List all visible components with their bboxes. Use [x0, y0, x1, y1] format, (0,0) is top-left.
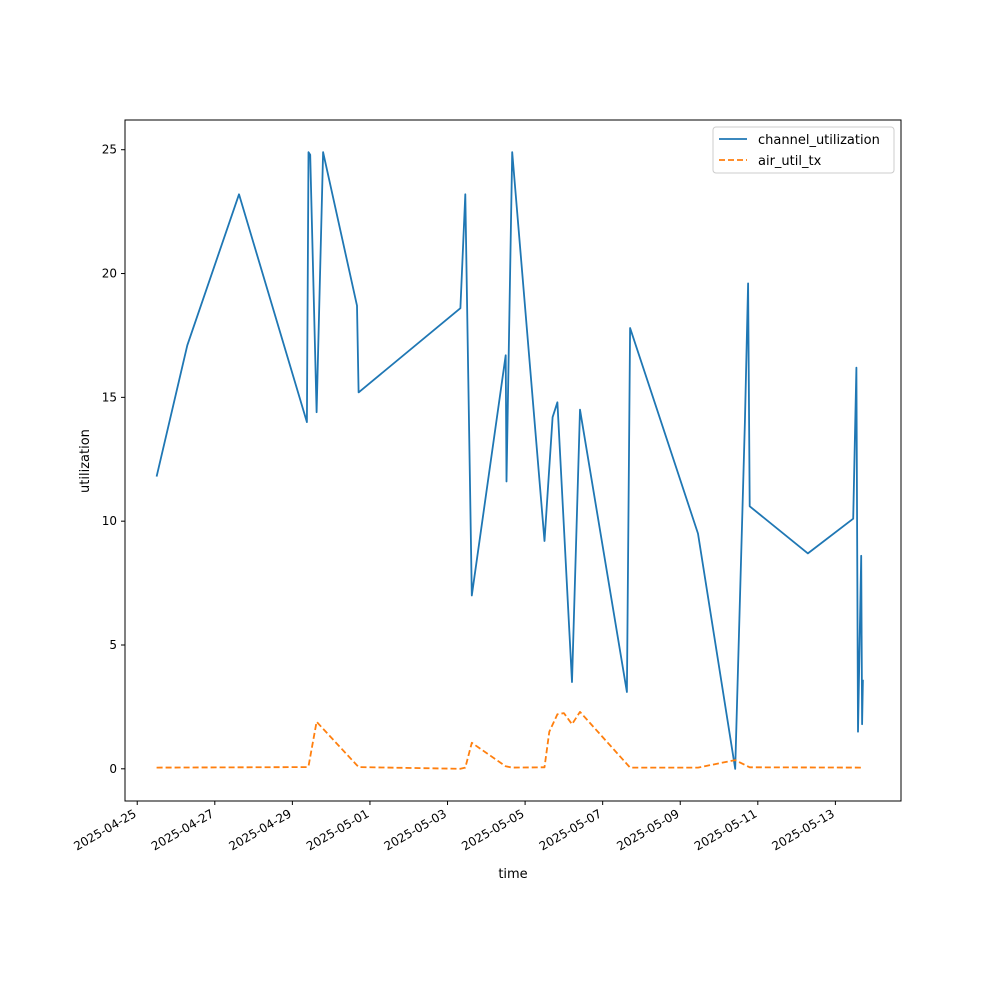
series-layer: [155, 151, 864, 770]
series-line-channel-utilization: [155, 151, 864, 770]
y-axis-ticks: 0 5 10 15 20 25: [102, 143, 125, 776]
y-tick-label: 5: [109, 638, 117, 652]
legend-label: air_util_tx: [758, 154, 822, 169]
legend-box: [712, 126, 895, 174]
x-axis-label: time: [498, 867, 527, 882]
legend: channel_utilization air_util_tx: [712, 126, 895, 174]
series-line-air-util-tx: [156, 711, 863, 770]
y-tick-label: 25: [102, 143, 117, 157]
y-tick-label: 15: [102, 390, 117, 404]
plot-frame: [124, 119, 902, 802]
y-tick-label: 10: [102, 514, 117, 528]
y-axis-label: utilization: [78, 429, 93, 493]
y-tick-label: 0: [109, 762, 117, 776]
y-tick-label: 20: [102, 267, 117, 281]
legend-label: channel_utilization: [758, 133, 880, 148]
